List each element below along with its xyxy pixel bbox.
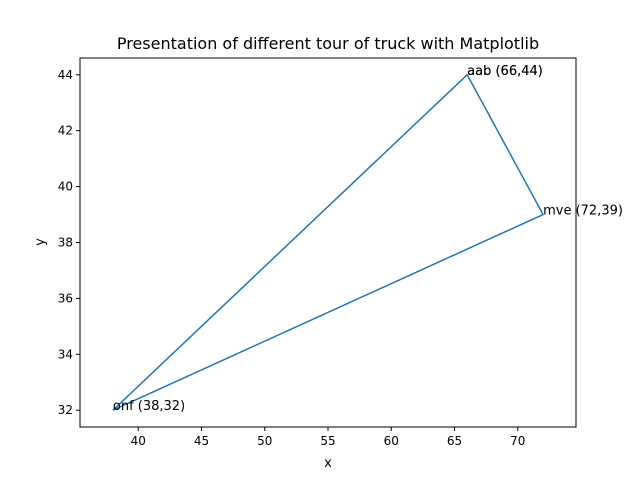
y-tick-label: 42 (58, 124, 73, 138)
y-tick-label: 44 (58, 68, 73, 82)
point-annotation: onf (38,32) (113, 399, 185, 414)
y-axis-label: y (33, 238, 48, 246)
annotations: aab (66,44)aab (66,44)mve (72,39)onf (38… (113, 64, 623, 414)
y-tick-label: 32 (58, 403, 73, 417)
plot-area (112, 74, 544, 411)
x-tick-label: 60 (384, 434, 399, 448)
point-annotation: aab (66,44) (467, 64, 543, 79)
x-tick-label: 45 (194, 434, 209, 448)
point-annotation: mve (72,39) (543, 204, 623, 219)
y-tick-label: 36 (58, 291, 73, 305)
x-tick-label: 65 (447, 434, 462, 448)
x-tick-label: 50 (257, 434, 272, 448)
x-tick-label: 40 (131, 434, 146, 448)
y-tick-label: 34 (58, 347, 73, 361)
chart-title: Presentation of different tour of truck … (117, 34, 539, 53)
point-annotation: aab (66,44) (467, 64, 543, 79)
x-axis: 40 45 50 55 60 65 70 (131, 427, 525, 448)
x-tick-label: 70 (510, 434, 525, 448)
series-line (112, 74, 544, 411)
x-tick-label: 55 (320, 434, 335, 448)
y-tick-label: 38 (58, 236, 73, 250)
y-axis: 32 34 36 38 40 42 44 (58, 68, 80, 417)
x-axis-label: x (324, 456, 332, 471)
y-tick-label: 40 (58, 180, 73, 194)
